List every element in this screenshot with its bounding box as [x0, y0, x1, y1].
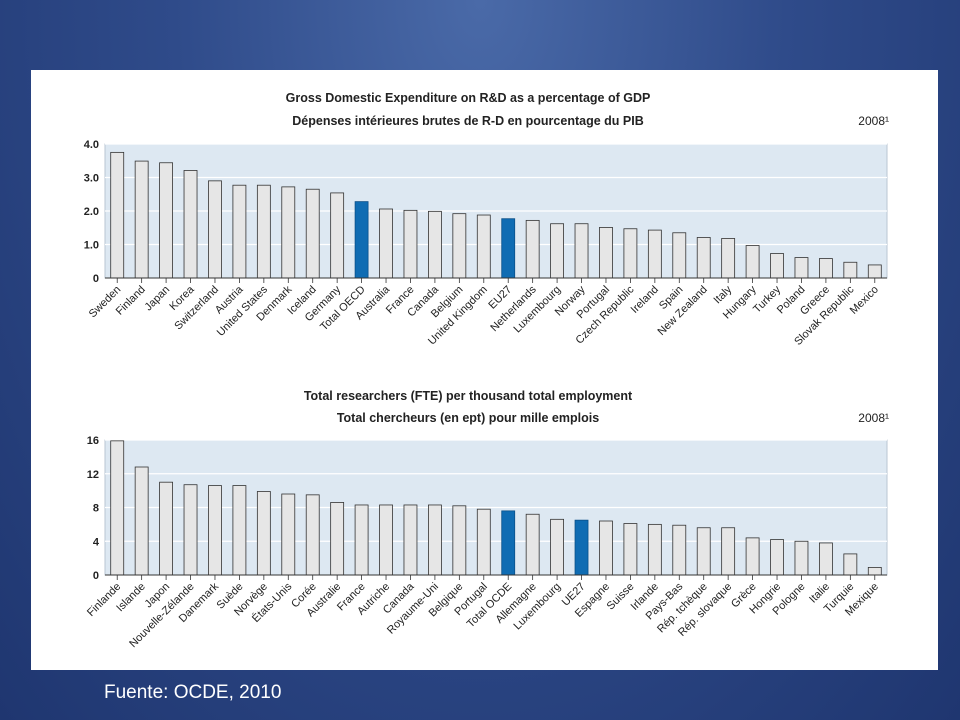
- bar: [672, 524, 687, 576]
- y-tick-label: 1.0: [84, 240, 99, 252]
- bar: [501, 510, 516, 576]
- bar: [379, 504, 393, 576]
- bar: [647, 229, 662, 279]
- year-label: 2008¹: [858, 411, 889, 425]
- bar: [208, 180, 222, 279]
- y-tick-label: 4: [93, 536, 100, 548]
- bar: [599, 520, 613, 576]
- bar: [843, 261, 858, 279]
- y-tick-label: 0: [93, 570, 99, 582]
- bar: [403, 504, 418, 576]
- year-label: 2008¹: [858, 114, 889, 128]
- bar: [305, 494, 320, 576]
- chart-subtitle: Total chercheurs (en ept) pour mille emp…: [337, 411, 599, 425]
- bar: [672, 232, 687, 279]
- bar: [647, 523, 662, 576]
- chart-title: Total researchers (FTE) per thousand tot…: [304, 389, 633, 403]
- bar: [305, 188, 320, 279]
- bar: [330, 192, 345, 279]
- chart-title: Gross Domestic Expenditure on R&D as a p…: [286, 91, 651, 105]
- y-tick-label: 2.0: [84, 206, 99, 218]
- bar: [550, 518, 564, 576]
- bar: [428, 210, 442, 279]
- chart-canvas: Gross Domestic Expenditure on R&D as a p…: [84, 91, 889, 650]
- bar: [819, 258, 833, 279]
- bar: [232, 485, 247, 576]
- y-tick-label: 4.0: [84, 139, 99, 151]
- bar: [159, 481, 173, 576]
- bar: [721, 238, 736, 279]
- bar: [867, 567, 882, 576]
- bar: [794, 540, 809, 576]
- bar: [599, 227, 613, 279]
- bar: [550, 223, 564, 279]
- bar: [256, 491, 271, 576]
- bar: [843, 553, 858, 576]
- chart-panel: Gross Domestic Expenditure on R&D as a p…: [31, 70, 938, 670]
- bar: [159, 162, 173, 279]
- bar: [232, 184, 247, 279]
- bar: [452, 213, 467, 279]
- bar: [574, 223, 589, 279]
- bar: [476, 508, 491, 576]
- bar: [525, 513, 540, 576]
- bar: [819, 542, 833, 576]
- source-caption: Fuente: OCDE, 2010: [104, 682, 282, 703]
- bar: [721, 527, 736, 576]
- category-label: Sweden: [87, 284, 124, 321]
- bar: [428, 504, 442, 576]
- bar: [525, 219, 540, 279]
- bar: [794, 257, 809, 279]
- bar: [208, 485, 222, 576]
- bar: [574, 519, 589, 576]
- y-tick-label: 0: [93, 273, 99, 285]
- y-tick-label: 16: [87, 435, 99, 447]
- bar: [183, 484, 198, 576]
- y-tick-label: 8: [93, 503, 99, 515]
- bar: [745, 245, 760, 279]
- bar: [354, 201, 369, 279]
- bar: [770, 539, 784, 576]
- category-label: Japan: [143, 284, 173, 314]
- category-label: Ireland: [629, 284, 661, 316]
- y-tick-label: 12: [87, 469, 99, 481]
- bar: [281, 493, 296, 576]
- bar: [379, 208, 393, 279]
- bar: [354, 504, 369, 576]
- bar: [452, 505, 467, 576]
- chart-subtitle: Dépenses intérieures brutes de R-D en po…: [292, 114, 643, 128]
- bar: [281, 186, 296, 279]
- bar: [623, 228, 638, 279]
- category-label: Finlande: [85, 581, 123, 619]
- bar: [110, 440, 125, 576]
- bar: [256, 184, 271, 279]
- bar: [696, 527, 711, 576]
- bar: [183, 170, 198, 279]
- bar: [745, 537, 760, 576]
- bar: [476, 214, 491, 279]
- bar: [134, 160, 149, 279]
- bar: [696, 237, 711, 279]
- bar: [330, 502, 345, 576]
- bar: [501, 218, 516, 279]
- bar: [403, 209, 418, 279]
- bar: [770, 253, 784, 279]
- bar: [110, 151, 125, 279]
- bar: [867, 264, 882, 279]
- bar: [134, 466, 149, 576]
- y-tick-label: 3.0: [84, 173, 99, 185]
- bar: [623, 523, 638, 576]
